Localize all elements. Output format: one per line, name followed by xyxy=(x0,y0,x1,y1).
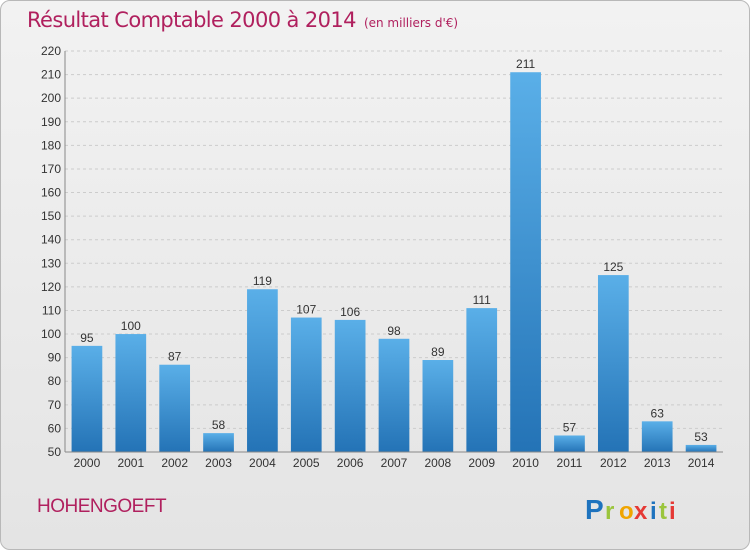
title-unit: (en milliers d'€) xyxy=(363,16,459,30)
y-tick-label: 80 xyxy=(48,374,62,388)
bar-value-label: 53 xyxy=(694,430,708,444)
bar-value-label: 111 xyxy=(473,293,492,307)
bar-value-label: 119 xyxy=(253,274,272,288)
y-tick-label: 120 xyxy=(41,280,61,294)
bar-2014 xyxy=(685,444,717,452)
x-tick-label: 2006 xyxy=(337,456,364,470)
y-tick-label: 100 xyxy=(41,327,61,341)
x-tick-label: 2008 xyxy=(425,456,452,470)
bar-2011 xyxy=(554,435,585,452)
bar-2001 xyxy=(115,334,147,452)
y-tick-label: 160 xyxy=(41,186,61,200)
bar-value-label: 95 xyxy=(80,331,94,345)
x-tick-label: 2001 xyxy=(117,456,144,470)
bar-2010 xyxy=(510,72,541,453)
logo-letter: o xyxy=(619,498,634,525)
bar-value-label: 125 xyxy=(603,260,623,274)
bar-value-label: 98 xyxy=(387,324,401,338)
bar-value-label: 57 xyxy=(563,420,577,434)
bar-2012 xyxy=(597,275,629,452)
x-tick-label: 2005 xyxy=(293,456,320,470)
chart-title: Résultat Comptable 2000 à 2014 (en millie… xyxy=(27,8,458,32)
bar-2008 xyxy=(422,360,454,452)
y-tick-label: 50 xyxy=(48,445,62,459)
logo-letter: x xyxy=(634,498,648,525)
bar-value-label: 63 xyxy=(651,406,665,420)
y-tick-label: 200 xyxy=(41,91,61,105)
bar-value-label: 58 xyxy=(212,418,226,432)
bar-value-label: 89 xyxy=(431,345,445,359)
bar-value-label: 87 xyxy=(168,350,182,364)
bar-2007 xyxy=(378,338,410,452)
y-tick-label: 190 xyxy=(41,115,61,129)
bar-2005 xyxy=(290,317,322,452)
bar-2002 xyxy=(159,364,191,452)
logo-letter: t xyxy=(659,498,667,525)
y-tick-label: 110 xyxy=(42,303,61,317)
x-tick-label: 2014 xyxy=(688,456,715,470)
logo-letter: i xyxy=(669,498,676,525)
bar-value-label: 211 xyxy=(516,57,535,71)
bar-2000 xyxy=(71,345,103,452)
bar-value-label: 106 xyxy=(340,305,360,319)
logo-letter: i xyxy=(650,498,657,525)
bar-chart: 95 100 87 58 119 107 106 98 89 111 211 57 125 63 53 50… xyxy=(41,44,723,470)
x-tick-label: 2010 xyxy=(512,456,539,470)
y-tick-label: 140 xyxy=(41,233,61,247)
x-tick-label: 2012 xyxy=(600,456,627,470)
x-tick-label: 2013 xyxy=(644,456,671,470)
x-tick-label: 2011 xyxy=(557,456,583,470)
bar-2003 xyxy=(203,433,234,452)
logo-letter: P xyxy=(585,494,604,525)
y-tick-label: 170 xyxy=(41,162,61,176)
bar-2013 xyxy=(641,421,673,452)
bar-2004 xyxy=(247,289,278,452)
x-tick-label: 2007 xyxy=(381,456,408,470)
bar-2009 xyxy=(466,308,498,452)
y-tick-label: 180 xyxy=(41,138,61,152)
y-tick-label: 210 xyxy=(41,68,61,82)
x-tick-label: 2003 xyxy=(205,456,232,470)
title-text: Résultat Comptable 2000 à 2014 xyxy=(27,8,357,32)
x-tick-label: 2004 xyxy=(249,456,276,470)
town-name: HOHENGOEFT xyxy=(37,496,167,517)
bar-value-label: 100 xyxy=(121,319,141,333)
y-tick-label: 150 xyxy=(41,209,61,223)
y-tick-label: 220 xyxy=(41,44,61,58)
bar-value-label: 107 xyxy=(296,303,316,317)
y-tick-label: 90 xyxy=(48,351,62,365)
logo-letter: r xyxy=(605,498,614,525)
y-tick-label: 70 xyxy=(48,398,62,412)
y-tick-label: 60 xyxy=(48,421,62,435)
bar-2006 xyxy=(334,319,366,452)
x-tick-label: 2000 xyxy=(74,456,101,470)
y-tick-label: 130 xyxy=(41,256,61,270)
x-tick-label: 2002 xyxy=(161,456,188,470)
x-tick-label: 2009 xyxy=(468,456,495,470)
